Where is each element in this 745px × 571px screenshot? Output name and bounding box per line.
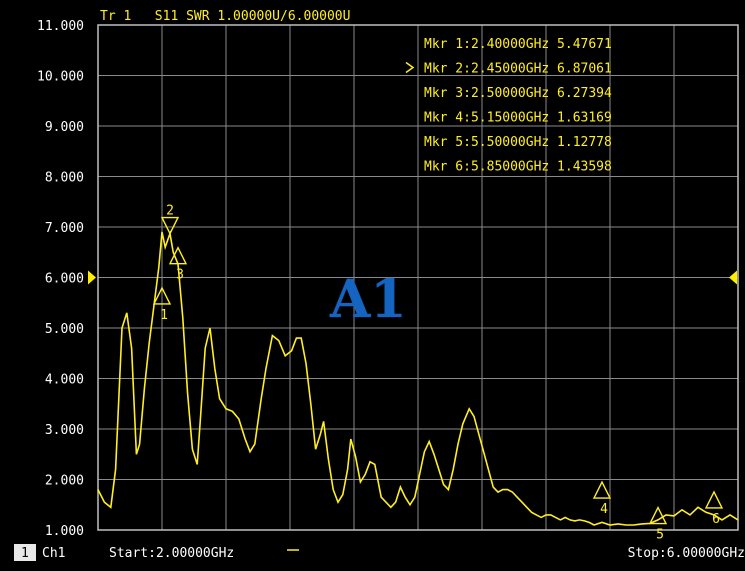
marker-3-readout: Mkr 3:2.50000GHz 6.27394 (424, 86, 612, 101)
trace-header[interactable]: Tr 1 S11 SWR 1.00000U/6.00000U (100, 9, 350, 24)
y-tick-label: 10.000 (37, 70, 84, 85)
marker-3-number: 3 (176, 268, 184, 283)
reference-level-right-icon[interactable] (729, 270, 737, 285)
y-tick-label: 11.000 (37, 19, 84, 34)
y-tick-label: 5.000 (45, 322, 84, 337)
marker-2-readout: Mkr 2:2.45000GHz 6.87061 (424, 62, 612, 77)
start-frequency[interactable]: Start:2.00000GHz (109, 546, 234, 561)
marker-6-readout: Mkr 6:5.85000GHz 1.43598 (424, 160, 612, 175)
channel-number: 1 (21, 546, 29, 561)
marker-3-icon[interactable] (168, 246, 188, 265)
trace-line (97, 230, 739, 526)
marker-5-icon[interactable] (648, 505, 668, 525)
marker-5-readout: Mkr 5:5.50000GHz 1.12778 (424, 135, 612, 150)
plot-frame (97, 24, 739, 531)
marker-4-icon[interactable] (592, 480, 612, 499)
channel-label: Ch1 (42, 546, 65, 561)
marker-readout-table: Mkr 1:2.40000GHz 5.47671 Mkr 2:2.45000GHz… (405, 37, 612, 175)
marker-symbols: 1 2 3 4 5 6 (152, 204, 724, 543)
marker-6-icon[interactable] (704, 490, 724, 509)
reference-level-left-icon[interactable] (88, 270, 96, 285)
marker-1-icon[interactable] (152, 286, 172, 305)
marker-2-icon[interactable] (160, 216, 180, 236)
y-tick-label: 3.000 (45, 423, 84, 438)
y-tick-label: 1.000 (45, 524, 84, 539)
y-tick-label: 8.000 (45, 171, 84, 186)
marker-4-number: 4 (600, 502, 608, 517)
y-tick-label: 2.000 (45, 474, 84, 489)
marker-5-number: 5 (656, 528, 664, 543)
marker-1-readout: Mkr 1:2.40000GHz 5.47671 (424, 37, 612, 52)
y-tick-label: 9.000 (45, 120, 84, 135)
y-tick-label: 4.000 (45, 373, 84, 388)
marker-6-number: 6 (712, 512, 720, 527)
marker-1-number: 1 (160, 308, 168, 323)
y-tick-label: 7.000 (45, 221, 84, 236)
active-marker-chevron-icon (405, 61, 415, 74)
y-tick-label: 6.000 (45, 272, 84, 287)
y-tick-labels: 11.000 10.000 9.000 8.000 7.000 6.000 5.000 4.0… (37, 19, 84, 539)
overlay-label: A1 (330, 269, 407, 330)
marker-4-readout: Mkr 4:5.15000GHz 1.63169 (424, 111, 612, 126)
channel-number-box[interactable] (14, 544, 36, 561)
marker-2-number: 2 (166, 204, 174, 219)
stop-frequency[interactable]: Stop:6.00000GHz (628, 546, 745, 561)
